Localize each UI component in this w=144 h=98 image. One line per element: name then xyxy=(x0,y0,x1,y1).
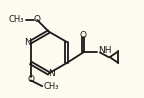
Text: O: O xyxy=(27,75,34,84)
Text: CH₃: CH₃ xyxy=(43,82,59,91)
Text: CH₃: CH₃ xyxy=(9,15,24,24)
Text: O: O xyxy=(34,15,41,24)
Text: N: N xyxy=(48,69,55,78)
Text: O: O xyxy=(80,31,87,40)
Text: N: N xyxy=(24,38,31,47)
Text: NH: NH xyxy=(98,46,112,55)
